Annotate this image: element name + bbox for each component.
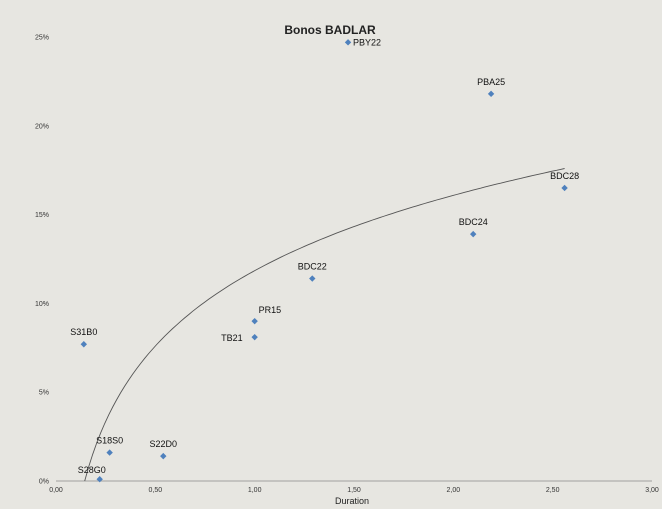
y-tick-label: 10% [35,301,49,308]
data-point-pba25 [487,90,495,98]
x-tick-label: 0,50 [149,487,163,494]
x-tick-label: 1,00 [248,487,262,494]
y-tick-labels: 0% 5% 10% 15% 20% 25% [35,35,49,486]
data-label-s22d0: S22D0 [150,439,178,449]
data-point-tb21 [251,333,258,341]
trendline [84,168,565,482]
data-point-pr15 [251,317,258,325]
y-tick-label: 5% [39,390,49,397]
data-point-bdc28 [561,184,568,192]
data-point-s22d0 [160,452,167,460]
y-tick-label: 0% [39,479,49,486]
data-label-pba25: PBA25 [477,77,505,87]
data-label-s31b0: S31B0 [70,327,97,337]
data-label-pby22: PBY22 [353,37,381,47]
data-label-pr15: PR15 [259,305,282,315]
x-tick-labels: 0,00 0,50 1,00 1,50 2,00 2,50 3,00 [49,487,659,494]
chart-title: Bonos BADLAR [284,23,376,37]
data-points: PBY22 PBA25 BDC28 BDC24 BDC22 PR15 TB21 S31B0 S1… [70,37,579,483]
data-label-s18s0: S18S0 [96,436,123,446]
data-label-bdc24: BDC24 [459,217,488,227]
data-point-s18s0 [106,449,113,456]
data-label-s28g0: S28G0 [78,465,106,475]
data-label-tb21: TB21 [221,333,243,343]
data-point-s28g0 [96,476,103,483]
x-tick-label: 2,50 [546,487,560,494]
x-tick-label: 3,00 [645,487,659,494]
y-tick-label: 20% [35,123,49,130]
x-tick-label: 2,00 [447,487,461,494]
data-point-bdc24 [470,230,477,238]
data-point-s31b0 [80,341,88,348]
data-point-bdc22 [309,275,316,282]
x-axis-title: Duration [335,496,369,506]
x-tick-label: 1,50 [347,487,361,494]
data-label-bdc28: BDC28 [550,171,579,181]
y-tick-label: 25% [35,35,49,42]
y-tick-label: 15% [35,212,49,219]
data-label-bdc22: BDC22 [298,262,327,272]
data-point-pby22 [344,39,352,46]
x-tick-label: 0,00 [49,487,63,494]
